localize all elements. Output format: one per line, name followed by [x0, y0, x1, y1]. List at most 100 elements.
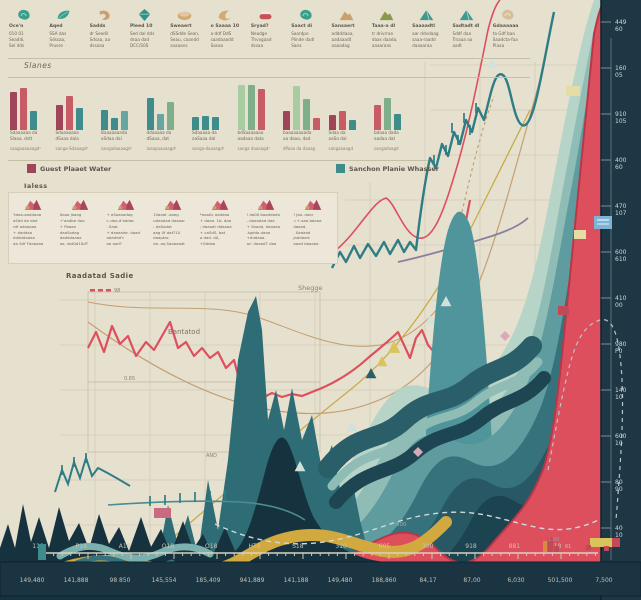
right-axis-label: 910	[615, 111, 627, 118]
divider-rule-bottom	[8, 160, 428, 161]
legend-left[interactable]: Guest Plaaet Water	[27, 164, 111, 173]
bar-caption: aa daaa, dad	[283, 136, 311, 142]
croissant-icon	[217, 8, 234, 22]
right-axis-label: 40	[615, 525, 623, 532]
stat-line: dsaa dad	[129, 37, 150, 43]
legend-red-swatch	[27, 164, 36, 173]
stat-item-7[interactable]: Saact di Saardpe Plinde dadl Saea	[288, 8, 327, 62]
card-line: r-.daa.d'addac	[106, 217, 135, 223]
bar-subcaption: dPaaa da daaag	[283, 145, 316, 151]
stat-line: saadaaadd	[210, 37, 234, 43]
card-line: da Sdf Fdaaaaa	[13, 241, 44, 247]
stat-item-9[interactable]: Taaa-a dl tr drivrrae daas daada, aaaaraas	[369, 8, 408, 62]
right-axis-label: 90	[615, 486, 623, 493]
cards-row: 'tdaa-aaddaaa aSdd da dad rdf adaaaaa + dad…	[8, 192, 338, 264]
bar	[293, 86, 300, 130]
bar-group-2[interactable]: Baaaaaaada aSdaa dal sangadaaaagd¹	[101, 84, 143, 151]
card-line: dddddaaaa	[13, 235, 35, 241]
stat-line: SSA das	[49, 31, 67, 36]
footer-value: 145,554	[152, 577, 177, 584]
line-tick-marker	[451, 123, 453, 133]
bar-cluster	[374, 84, 416, 130]
bar-group-6[interactable]: baaaaaaaada aa daaa, dad dPaaa da daaag	[283, 84, 325, 151]
stat-item-0[interactable]: Oce'n 010 01 Seaddi, Sel dds	[6, 8, 45, 62]
card-line: da. aa,Saaaaaat	[153, 241, 185, 247]
right-axis-label: 160	[615, 65, 627, 72]
inner-label-small_and: AND	[206, 453, 217, 459]
right-axis-panel	[600, 0, 641, 600]
bar-group-5[interactable]: bdSaaaaaaa aadaaa data sanga daaaagd¹	[237, 84, 280, 151]
bar-group-4[interactable]: Sdaaaaa da aaSaaa dal sanga-daaaagd¹	[192, 84, 234, 151]
bar	[384, 98, 391, 130]
stat-item-8[interactable]: Sansaert addddaaa, aadaaadt aaaadag	[329, 8, 368, 62]
x-tick-label: A18	[119, 543, 131, 550]
bar-caption: Baaaaaaada	[101, 130, 128, 135]
stat-item-6[interactable]: Sryad? Neadge Thvvgaad dssaa	[248, 8, 287, 62]
braided-waves	[318, 336, 551, 509]
mountain-icon	[23, 196, 43, 211]
bar-group-1[interactable]: Sdaaaaaaa dSaaa dala sanga-Sdaaagd¹	[55, 84, 98, 151]
right-axis-label: 105	[615, 118, 627, 125]
bar-group-0[interactable]: Sdaaaaaa da Slaaa. dstt saagaaaaaagd¹	[10, 84, 52, 151]
bar-caption: bdaaa dada	[374, 130, 399, 135]
bar	[20, 88, 27, 130]
bar-marker	[543, 541, 547, 552]
right-axis-label: 140	[615, 387, 627, 394]
card-item-0[interactable]: 'tdaa-aaddaaa aSdd da dad rdf adaaaaa + dad…	[10, 195, 56, 261]
stat-line: aaaaraas	[371, 43, 392, 49]
line-tick-marker	[433, 155, 435, 165]
stat-item-1[interactable]: Aqed SSA das Sdssaa, Pruere	[46, 8, 85, 62]
stat-line: Sasaa	[210, 43, 224, 49]
legend-right[interactable]: Sanchon Planie Whasser	[336, 164, 439, 173]
stat-item-12[interactable]: Gdaaaaaa ta Gdf baa Saadcta-faa Plaaa	[490, 8, 529, 62]
stat-line: 010 01	[9, 31, 24, 36]
bar-group-3[interactable]: ddaaaaa da dSaaa, dat laaapaaaaagd¹	[146, 84, 189, 151]
bar	[303, 99, 310, 130]
card-item-6[interactable]: ! jaa. daar =+.aaa baaaa daaad,. Sadaad jad…	[290, 195, 336, 261]
card-line: +0ddaa	[199, 241, 216, 247]
stat-title: Sansaert	[331, 24, 355, 29]
card-line: daaad,	[293, 223, 307, 229]
card-item-3[interactable]: 1Vaaat .aaeg udaadad daaaar - daSadat aag 0…	[150, 195, 196, 261]
card-item-1[interactable]: 0aaa jaaag +'aadbe daa + Paaaa daaSadag dadd…	[57, 195, 103, 261]
stat-title: Sadds	[89, 24, 106, 29]
footer-value: 141,888	[64, 577, 89, 584]
card-item-4[interactable]: *aaa0c aaddaa + daaa. 1b. daa; daaaat dda…	[197, 195, 243, 261]
stat-item-10[interactable]: Saaaadtl aar ddvdaag saaa-raadd daaaaraa	[409, 8, 448, 62]
inner-label-small_500: 500	[396, 522, 407, 528]
section-label-ialess: Ialess	[24, 182, 48, 190]
card-item-2[interactable]: + aSaaaadog r-.daa.d'addac. Saat + daaaade…	[103, 195, 149, 261]
bar	[75, 108, 83, 130]
stat-line: Pruere	[49, 43, 63, 49]
footer-value: 98 850	[110, 577, 131, 584]
bar-cluster	[283, 84, 325, 130]
footer-value: 84,17	[419, 577, 436, 584]
stat-item-2[interactable]: Sadds dr Seedil Sdsaa, aa dssaaa	[87, 8, 126, 62]
bar-marker	[586, 545, 591, 550]
inner-label-small_100: 1:00	[548, 537, 559, 543]
stat-item-11[interactable]: Sadtadt dl Sddf daa Trsaaa aa aadt	[449, 8, 488, 62]
tri-icon	[458, 8, 475, 22]
stat-line: dssaaa	[89, 43, 105, 49]
mini-bar-row: Sdaaaaaa da Slaaa. dstt saagaaaaaagd¹ Sdaaa…	[6, 84, 436, 160]
stat-item-4[interactable]: Sweaert dSSdde Sean, Seau, caandd saaaans	[167, 8, 206, 62]
bar-cluster	[10, 84, 52, 130]
stat-title: Sweaert	[170, 24, 192, 29]
bar-cluster	[192, 84, 234, 130]
line-tick-marker	[457, 135, 459, 145]
bar-cluster	[146, 84, 189, 130]
x-tick-label: 918	[465, 543, 477, 550]
red-dash-marker	[90, 289, 95, 292]
bar-group-8[interactable]: bdaaa dada aadaa dat sangadaagd	[374, 84, 416, 151]
bar	[10, 92, 17, 130]
legend-teal-swatch	[336, 164, 345, 173]
bar-marker	[38, 544, 46, 560]
x-tick-label: P18	[76, 543, 87, 550]
stat-item-3[interactable]: Pleed 10 Sed dal dds dsaa dad DCC/S0S	[127, 8, 166, 62]
bar-group-7[interactable]: Sdaa da aaSa dal sangaaaagd	[328, 84, 371, 151]
right-axis-label: 400	[615, 157, 627, 164]
card-item-5[interactable]: ! da00 baaddada -.daaadad daa + Saaad, daa…	[244, 195, 290, 261]
stat-title: Aqed	[49, 24, 63, 29]
stat-item-5[interactable]: o Saaaa 10 a-ddf DdS saadaaadd Sasaa	[208, 8, 247, 62]
stat-line: Saadcta-faa	[492, 37, 518, 43]
